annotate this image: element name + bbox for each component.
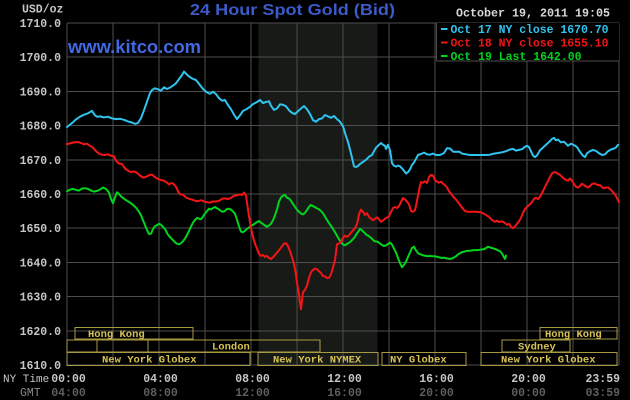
svg-text:NY Globex: NY Globex (390, 355, 447, 367)
svg-text:00:00: 00:00 (51, 373, 86, 386)
svg-text:1640.0: 1640.0 (20, 257, 62, 270)
svg-text:08:00: 08:00 (235, 373, 270, 386)
svg-text:Sydney: Sydney (518, 342, 557, 354)
svg-text:1670.0: 1670.0 (20, 155, 62, 168)
svg-text:www.kitco.com: www.kitco.com (67, 37, 201, 57)
svg-text:12:00: 12:00 (327, 373, 362, 386)
svg-text:03:59: 03:59 (585, 387, 620, 400)
svg-text:1680.0: 1680.0 (20, 121, 62, 134)
svg-text:New York Globex: New York Globex (102, 355, 197, 367)
svg-text:23:59: 23:59 (585, 373, 620, 386)
svg-text:1620.0: 1620.0 (20, 326, 62, 339)
svg-text:New York NYMEX: New York NYMEX (273, 355, 362, 367)
svg-text:1610.0: 1610.0 (20, 360, 62, 373)
svg-text:04:00: 04:00 (143, 373, 178, 386)
svg-text:12:00: 12:00 (235, 387, 270, 400)
svg-text:1690.0: 1690.0 (20, 86, 62, 99)
svg-text:Oct 19 Last 1642.00: Oct 19 Last 1642.00 (451, 51, 582, 64)
svg-text:USD/oz: USD/oz (22, 4, 64, 17)
svg-text:1700.0: 1700.0 (20, 52, 62, 65)
svg-text:04:00: 04:00 (51, 387, 86, 400)
svg-text:20:00: 20:00 (419, 387, 454, 400)
svg-text:NY Time: NY Time (3, 374, 49, 386)
svg-text:Hong Kong: Hong Kong (545, 329, 602, 341)
svg-text:00:00: 00:00 (511, 387, 546, 400)
svg-text:16:00: 16:00 (327, 387, 362, 400)
svg-text:October 19, 2011 19:05: October 19, 2011 19:05 (456, 8, 610, 21)
svg-text:GMT: GMT (20, 387, 41, 400)
svg-text:Hong Kong: Hong Kong (88, 329, 145, 341)
svg-text:20:00: 20:00 (511, 373, 546, 386)
svg-text:London: London (212, 342, 250, 354)
svg-text:08:00: 08:00 (143, 387, 178, 400)
svg-text:16:00: 16:00 (419, 373, 454, 386)
svg-text:1630.0: 1630.0 (20, 292, 62, 305)
svg-text:1650.0: 1650.0 (20, 223, 62, 236)
svg-text:New York Globex: New York Globex (501, 355, 596, 367)
svg-text:Oct 18 NY close 1655.10: Oct 18 NY close 1655.10 (451, 38, 609, 51)
svg-text:1710.0: 1710.0 (20, 18, 62, 31)
svg-text:24 Hour Spot Gold (Bid): 24 Hour Spot Gold (Bid) (190, 2, 395, 19)
svg-text:Oct 17 NY close 1670.70: Oct 17 NY close 1670.70 (451, 24, 609, 37)
svg-text:1660.0: 1660.0 (20, 189, 62, 202)
